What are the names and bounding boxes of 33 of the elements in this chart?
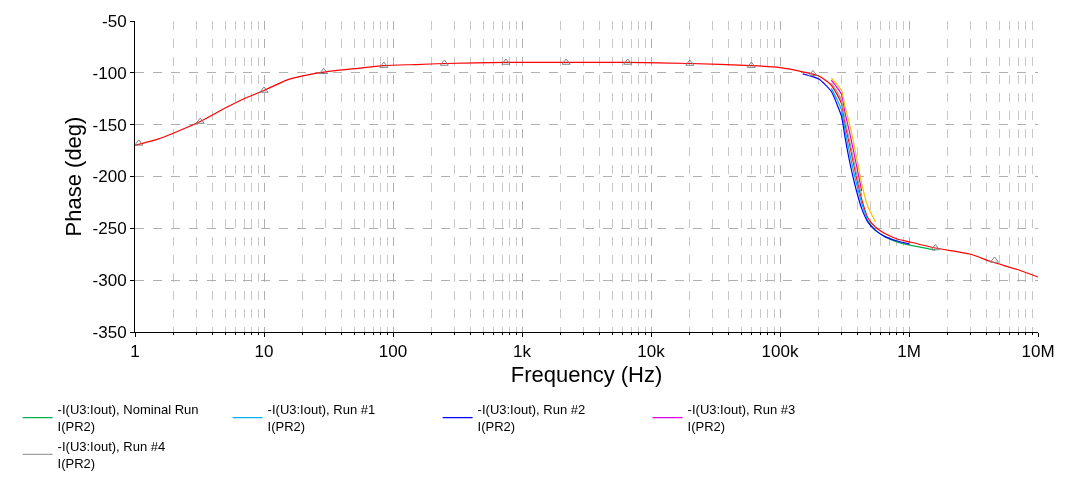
x-tick-label: 1M <box>897 342 921 362</box>
y-tick-label: -100 <box>92 63 127 83</box>
point <box>561 58 571 65</box>
point <box>135 139 144 146</box>
y-axis-title: Phase (deg) <box>61 116 86 237</box>
point <box>623 58 633 65</box>
x-tick-label: 10 <box>254 342 274 362</box>
point <box>195 117 205 124</box>
legend-label: -I(U3:Iout), Run #4 I(PR2) <box>57 439 166 471</box>
point <box>319 67 329 75</box>
x-axis-title: Frequency (Hz) <box>510 362 663 388</box>
y-tick-label: -300 <box>92 271 127 291</box>
point <box>379 61 389 68</box>
point <box>501 58 511 65</box>
y-tick-label: -350 <box>92 322 127 342</box>
legend-label: -I(U3:Iout), Nominal Run I(PR2) <box>57 402 199 435</box>
y-tick-label: -250 <box>92 219 127 239</box>
x-tick-label: 100k <box>761 342 799 362</box>
legend-label: -I(U3:Iout), Run #1 I(PR2) <box>267 402 376 435</box>
legend-label: -I(U3:Iout), Run #2 I(PR2) <box>477 402 586 435</box>
point <box>746 61 756 68</box>
point <box>439 59 449 66</box>
legend-label: -I(U3:Iout), Run #3 I(PR2) <box>687 402 796 435</box>
point <box>685 59 695 66</box>
x-tick-label: 10k <box>637 342 666 362</box>
point <box>808 69 818 77</box>
x-tick-label: 10M <box>1021 342 1055 362</box>
y-tick-label: -150 <box>92 115 127 135</box>
y-tick-label: -50 <box>102 11 127 31</box>
y-tick-label: -200 <box>92 167 127 187</box>
x-tick-label: 1 <box>130 342 140 362</box>
x-tick-label: 1k <box>513 342 532 362</box>
x-tick-label: 100 <box>378 342 408 362</box>
